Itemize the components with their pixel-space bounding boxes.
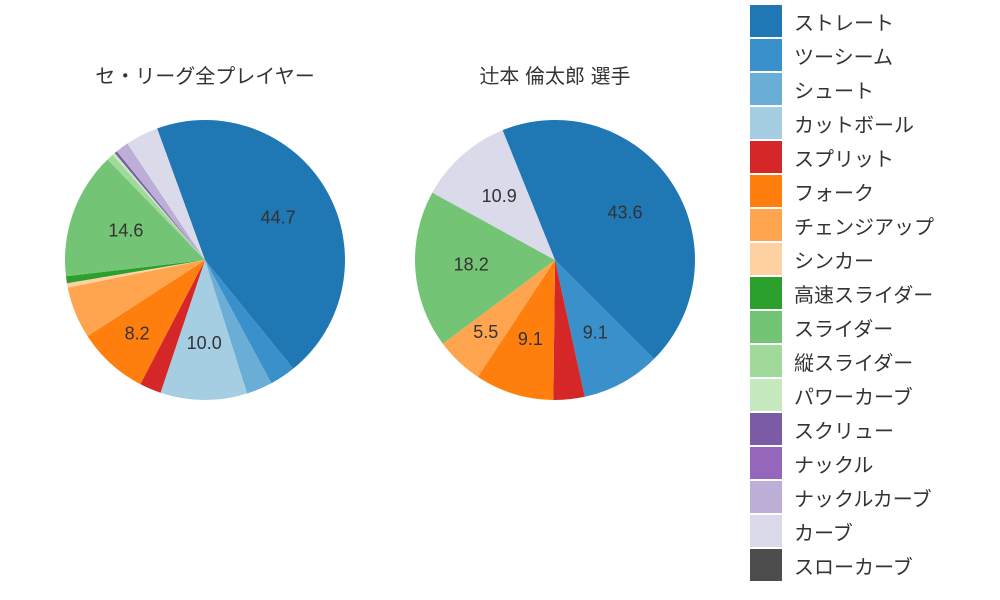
legend-swatch <box>750 175 782 207</box>
legend-label: ツーシーム <box>794 41 893 70</box>
pie-slice-label: 44.7 <box>261 207 296 227</box>
legend-item: ストレート <box>750 4 990 38</box>
legend-label: カットボール <box>794 109 914 138</box>
legend-item: カットボール <box>750 106 990 140</box>
legend-item: スライダー <box>750 310 990 344</box>
legend-swatch <box>750 447 782 479</box>
pie-slice-label: 43.6 <box>607 202 642 222</box>
legend-label: 縦スライダー <box>794 347 913 376</box>
legend-swatch <box>750 515 782 547</box>
legend-swatch <box>750 243 782 275</box>
legend-label: 高速スライダー <box>794 279 933 308</box>
legend-label: スライダー <box>794 313 893 342</box>
legend-label: スクリュー <box>794 415 894 444</box>
legend-item: 縦スライダー <box>750 344 990 378</box>
legend-label: ナックルカーブ <box>794 483 932 512</box>
legend-label: スローカーブ <box>794 551 913 580</box>
legend-item: スローカーブ <box>750 548 990 582</box>
legend-swatch <box>750 549 782 581</box>
legend-item: ナックル <box>750 446 990 480</box>
legend-swatch <box>750 107 782 139</box>
legend-item: スクリュー <box>750 412 990 446</box>
legend-item: 高速スライダー <box>750 276 990 310</box>
pie-slice-label: 18.2 <box>454 255 489 275</box>
legend-swatch <box>750 209 782 241</box>
legend-swatch <box>750 277 782 309</box>
legend-swatch <box>750 311 782 343</box>
legend-label: スプリット <box>794 143 894 172</box>
pie-svg-right: 43.6 9.1 9.1 5.5 18.2 10.9 <box>415 120 695 400</box>
legend-label: カーブ <box>794 517 853 546</box>
legend-swatch <box>750 73 782 105</box>
legend-label: チェンジアップ <box>794 211 934 240</box>
pie-slice-label: 9.1 <box>518 329 543 349</box>
pie-slice-label: 10.0 <box>187 333 222 353</box>
pie-slice-label: 10.9 <box>482 186 517 206</box>
legend-item: チェンジアップ <box>750 208 990 242</box>
legend-swatch <box>750 141 782 173</box>
legend-item: ツーシーム <box>750 38 990 72</box>
pie-title-right: 辻本 倫太郎 選手 <box>380 60 730 89</box>
pie-title-left: セ・リーグ全プレイヤー <box>30 60 380 89</box>
legend-swatch <box>750 379 782 411</box>
pie-slice-label: 9.1 <box>583 322 608 342</box>
legend-item: ナックルカーブ <box>750 480 990 514</box>
legend-label: シュート <box>794 75 874 104</box>
pie-slice-label: 8.2 <box>125 323 150 343</box>
legend: ストレートツーシームシュートカットボールスプリットフォークチェンジアップシンカー… <box>740 0 1000 600</box>
chart-area: セ・リーグ全プレイヤー 44.710.08.214.6 辻本 倫太郎 選手 43… <box>0 0 710 600</box>
legend-swatch <box>750 481 782 513</box>
pie-slice-label: 5.5 <box>473 322 498 342</box>
legend-swatch <box>750 345 782 377</box>
legend-item: カーブ <box>750 514 990 548</box>
legend-item: フォーク <box>750 174 990 208</box>
legend-label: ストレート <box>794 7 894 36</box>
legend-item: パワーカーブ <box>750 378 990 412</box>
legend-label: シンカー <box>794 245 874 274</box>
legend-label: フォーク <box>794 177 874 206</box>
legend-swatch <box>750 413 782 445</box>
pie-slice-label: 14.6 <box>108 221 143 241</box>
legend-item: スプリット <box>750 140 990 174</box>
legend-swatch <box>750 5 782 37</box>
legend-swatch <box>750 39 782 71</box>
legend-item: シュート <box>750 72 990 106</box>
legend-item: シンカー <box>750 242 990 276</box>
pie-svg-left: 44.7 10.0 8.2 14.6 <box>65 120 345 400</box>
legend-label: パワーカーブ <box>794 381 913 410</box>
legend-label: ナックル <box>794 449 873 478</box>
